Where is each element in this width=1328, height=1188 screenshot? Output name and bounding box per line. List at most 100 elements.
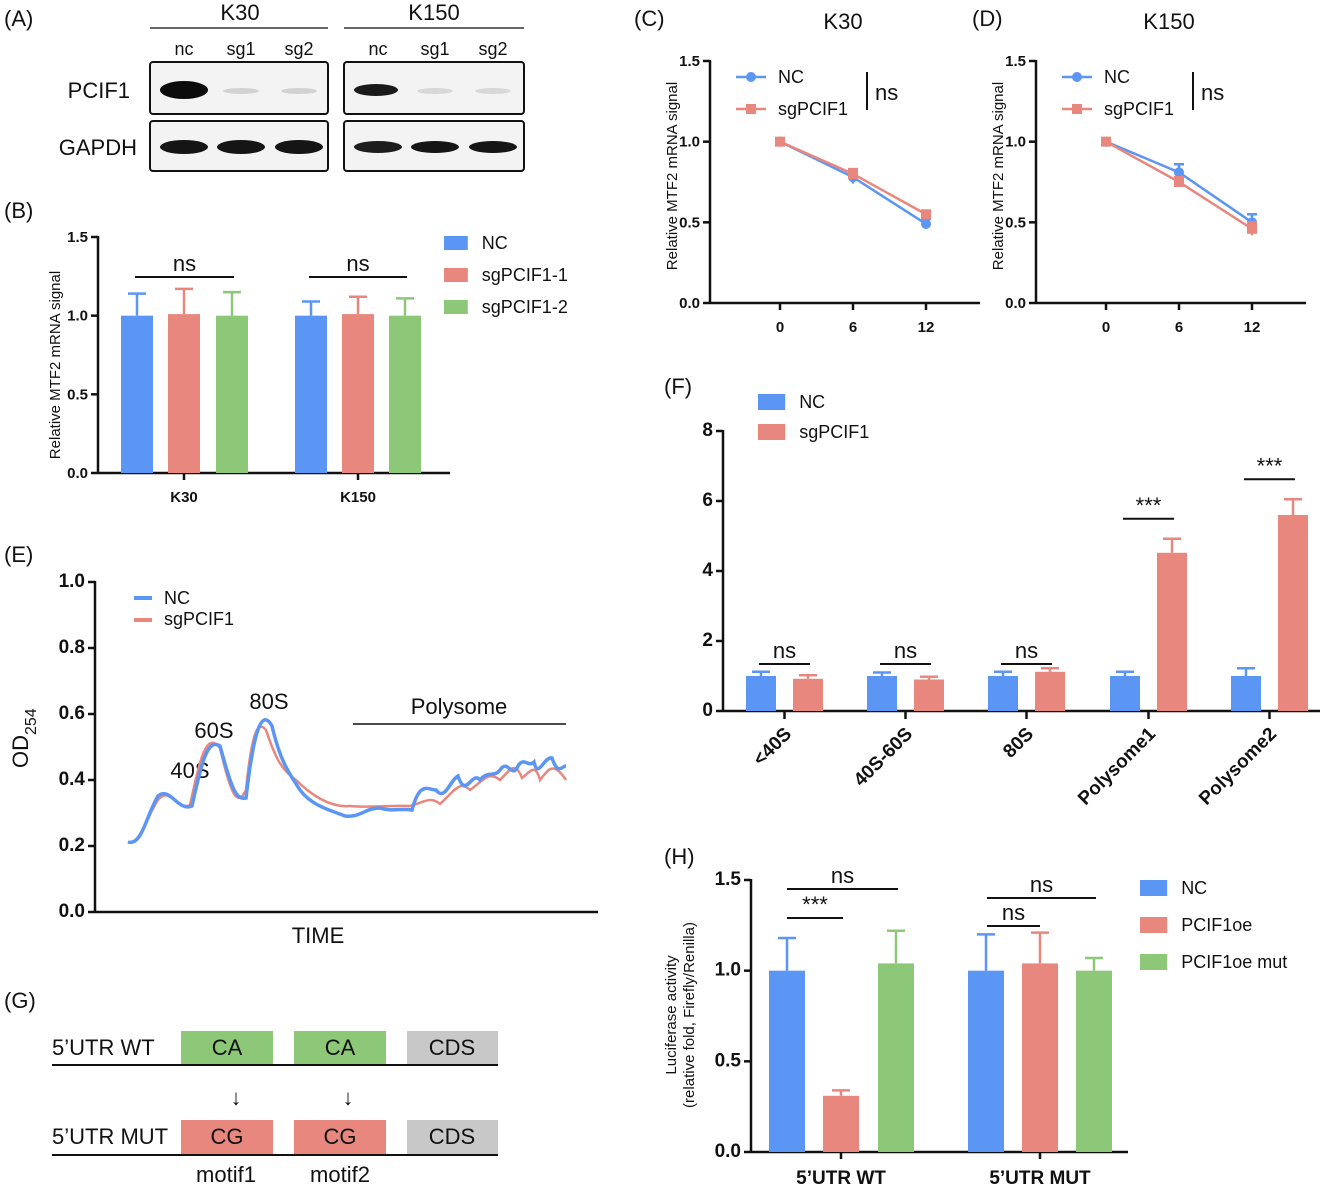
chart-c-y-tick-label: 1.5	[679, 53, 700, 70]
legend-label-sgpcif1: sgPCIF1	[164, 609, 234, 629]
chart-c-legend-marker	[746, 104, 756, 114]
chart-h-sig-label: ns	[1030, 872, 1053, 897]
schematic-row-label-mut: 5’UTR MUT	[52, 1124, 168, 1149]
chart-b-bar	[342, 314, 374, 473]
panel-g: (G) 5’UTR WT CA CA CDS ↓ ↓ 5’UTR MUT CG …	[4, 988, 498, 1187]
blot-row-label-pcif1: PCIF1	[68, 78, 130, 103]
chart-b-y-label: Relative MTF2 mRNA signal	[47, 271, 64, 459]
chart-d-x-tick-label: 0	[1102, 319, 1110, 336]
blot-lane-label: sg1	[420, 39, 449, 59]
chart-h-y-tick-label: 0.5	[715, 1050, 742, 1071]
chart-f-bar	[988, 676, 1018, 711]
chart-h-y-label-2: (relative fold, Firefly/Renilla)	[681, 922, 698, 1108]
chart-h-bar	[823, 1095, 859, 1152]
chart-b-bar	[168, 314, 200, 473]
chart-h-sig-label: ns	[1002, 900, 1025, 925]
chart-c-title: K30	[823, 9, 862, 34]
panel-label-d: (D)	[972, 6, 1003, 31]
schematic-row-label-wt: 5’UTR WT	[52, 1035, 155, 1060]
chart-f-legend-label: sgPCIF1	[799, 422, 869, 442]
chart-f-bar	[746, 676, 776, 711]
chart-h-y-tick-label: 1.0	[715, 960, 741, 981]
svg-text:(relative fold, Firefly/Renill: (relative fold, Firefly/Renilla)	[681, 922, 698, 1108]
blot-band	[354, 141, 402, 153]
chart-f-legend-swatch	[758, 424, 786, 440]
svg-text:80S: 80S	[999, 724, 1038, 763]
chart-b-legend-label: NC	[482, 233, 508, 253]
blot-lane-label: nc	[174, 39, 193, 59]
chart-e-y-tick-label: 0.4	[59, 769, 86, 790]
chart-h-legend-swatch	[1140, 954, 1168, 970]
chart-e-y-tick-label: 1.0	[59, 571, 85, 592]
panel-e: (E) 40S 60S 80S Polysome TIME OD254 NC s…	[4, 542, 566, 948]
blot-row-label-gapdh: GAPDH	[59, 135, 137, 160]
chart-b-y-tick-label: 0.5	[67, 386, 88, 403]
chart-f-y-tick-label: 2	[702, 630, 713, 651]
chart-h-y-label-1: Luciferase activity	[663, 955, 680, 1075]
svg-text:Polysome2: Polysome2	[1195, 724, 1281, 810]
chart-d-legend-label: sgPCIF1	[1104, 99, 1174, 119]
blot-lane-label: sg2	[478, 39, 507, 59]
chart-c-y-label: Relative MTF2 mRNA signal	[664, 82, 681, 270]
chart-f-bar	[914, 679, 944, 711]
blot-group-k150: K150	[408, 0, 459, 25]
svg-text:OD254: OD254	[8, 708, 40, 768]
chart-f-y-tick-label: 0	[702, 700, 713, 721]
chart-h-bar	[1022, 963, 1058, 1152]
chart-c-x-tick-label: 12	[918, 319, 935, 336]
svg-text:40S-60S: 40S-60S	[850, 724, 917, 791]
chart-c-legend-label: sgPCIF1	[778, 99, 848, 119]
chart-b-x-tick-label: K30	[170, 489, 198, 506]
chart-h-legend-label: NC	[1181, 878, 1207, 898]
chart-b-legend-swatch	[444, 300, 468, 314]
chart-h-bar	[769, 970, 805, 1152]
chart-h-legend-label: PCIF1oe mut	[1181, 952, 1287, 972]
chart-f-x-tick-label: <40S	[749, 724, 796, 771]
chart-c-y-tick-label: 0.0	[679, 295, 700, 312]
peak-label-80s: 80S	[249, 689, 288, 714]
blot-group-k30: K30	[220, 0, 259, 25]
chart-d-point	[1247, 223, 1257, 234]
chart-d-legend-label: NC	[1104, 67, 1130, 87]
chart-f-sig-label: ns	[773, 638, 796, 663]
chart-b-legend-swatch	[444, 268, 468, 282]
chart-c-x-tick-label: 0	[776, 319, 784, 336]
svg-text:Relative MTF2 mRNA signal: Relative MTF2 mRNA signal	[990, 82, 1007, 270]
chart-f-sig-label: ***	[1136, 493, 1162, 518]
blot-band	[354, 84, 398, 96]
blot-box-pcif1-k30	[149, 61, 329, 115]
chart-h-bar	[1076, 970, 1112, 1152]
panel-label-e: (E)	[4, 542, 33, 567]
chart-b-legend-swatch	[444, 236, 468, 250]
chart-f-legend-swatch	[758, 394, 786, 410]
chart-c-legend-label: NC	[778, 67, 804, 87]
schematic-box-cds-wt	[407, 1031, 498, 1064]
chart-f-bar	[1231, 676, 1261, 711]
chart-b-y-tick-label: 0.0	[67, 465, 88, 482]
schematic-arrow-1: ↓	[231, 1085, 242, 1110]
schematic-box-cg-1	[181, 1120, 273, 1154]
chart-d-y-tick-label: 0.5	[1005, 214, 1026, 231]
chart-c-legend-marker	[746, 72, 756, 82]
blot-lane-label: nc	[368, 39, 387, 59]
chart-b-legend-label: sgPCIF1-2	[482, 297, 568, 317]
y-axis-label-e: OD254	[8, 708, 40, 768]
schematic-box-ca-2	[294, 1031, 386, 1064]
schematic-box-label: CDS	[429, 1124, 475, 1149]
chart-h-legend-swatch	[1140, 880, 1168, 896]
chart-b-legend-label: sgPCIF1-1	[482, 265, 568, 285]
chart-h-x-tick-label: 5’UTR WT	[796, 1168, 886, 1188]
svg-text:Relative MTF2 mRNA signal: Relative MTF2 mRNA signal	[664, 82, 681, 270]
schematic-box-label: CDS	[429, 1035, 475, 1060]
chart-f-bar	[1035, 671, 1065, 711]
chart-e-y-tick-label: 0.6	[59, 703, 85, 724]
chart-d-point	[1101, 136, 1111, 147]
blot-band	[275, 140, 323, 154]
chart-c-y-tick-label: 1.0	[679, 134, 700, 151]
blot-band	[281, 88, 317, 94]
chart-e-y-tick-label: 0.2	[59, 835, 85, 856]
panel-label-h: (H)	[664, 844, 695, 869]
chart-e-trace-sgpcif1	[127, 725, 568, 844]
chart-h-legend-label: PCIF1oe	[1181, 915, 1252, 935]
